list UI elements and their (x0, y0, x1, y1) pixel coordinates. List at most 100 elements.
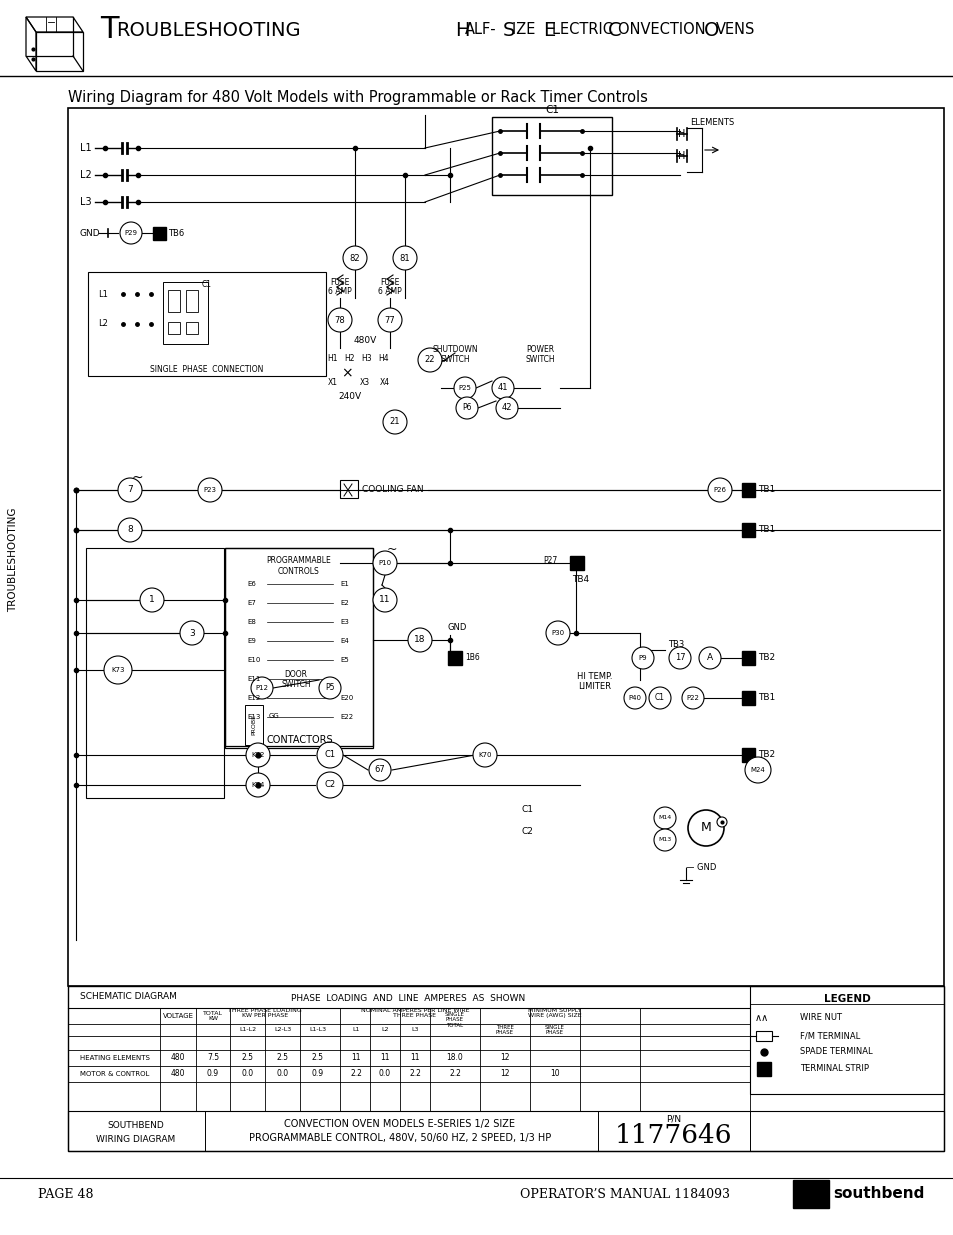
Text: 42: 42 (501, 404, 512, 412)
Text: 11: 11 (379, 595, 391, 604)
Text: 0.0: 0.0 (276, 1070, 289, 1078)
Circle shape (343, 246, 367, 270)
Text: H: H (678, 151, 685, 161)
Text: CONVECTION OVEN MODELS E-SERIES 1/2 SIZE: CONVECTION OVEN MODELS E-SERIES 1/2 SIZE (284, 1119, 515, 1129)
Text: PAGE 48: PAGE 48 (38, 1188, 93, 1200)
Bar (448, 651, 461, 664)
Circle shape (393, 246, 416, 270)
Text: P26: P26 (713, 487, 726, 493)
Text: GND: GND (448, 624, 467, 632)
Text: SINGLE
PHASE: SINGLE PHASE (544, 1025, 564, 1035)
Text: M24: M24 (750, 767, 764, 773)
Text: OPERATOR’S MANUAL 1184093: OPERATOR’S MANUAL 1184093 (519, 1188, 729, 1200)
Text: SOUTHBEND: SOUTHBEND (108, 1121, 164, 1130)
Text: 2.5: 2.5 (312, 1053, 324, 1062)
Circle shape (417, 348, 441, 372)
Text: MOTOR & CONTROL: MOTOR & CONTROL (80, 1071, 150, 1077)
Text: 8: 8 (127, 526, 132, 535)
Bar (88, 272, 326, 375)
Text: E13: E13 (247, 714, 260, 720)
Text: M14: M14 (658, 815, 671, 820)
Text: L2-L3: L2-L3 (274, 1028, 292, 1032)
Text: L3: L3 (411, 1028, 418, 1032)
Text: DOOR: DOOR (284, 671, 307, 679)
Text: 41: 41 (497, 384, 508, 393)
Text: 21: 21 (390, 417, 400, 426)
Text: 2.2: 2.2 (350, 1070, 361, 1078)
Bar (225, 548, 373, 748)
Text: 1B6: 1B6 (464, 653, 479, 662)
Circle shape (316, 742, 343, 768)
Text: T: T (100, 15, 118, 44)
Bar (755, 1031, 771, 1041)
Text: F/M TERMINAL: F/M TERMINAL (800, 1031, 860, 1041)
Text: L1: L1 (352, 1028, 359, 1032)
Text: A: A (706, 653, 712, 662)
Text: SINGLE  PHASE  CONNECTION: SINGLE PHASE CONNECTION (151, 366, 263, 374)
Circle shape (717, 818, 726, 827)
Text: 480: 480 (171, 1070, 185, 1078)
Text: southbend: southbend (832, 1186, 923, 1200)
Text: 11: 11 (351, 1053, 360, 1062)
Text: ∧∧: ∧∧ (754, 1013, 768, 1023)
Text: 11: 11 (410, 1053, 419, 1062)
Bar (86, 548, 224, 798)
Text: FUSE: FUSE (380, 278, 399, 287)
Text: IZE: IZE (512, 22, 539, 37)
Text: 12: 12 (499, 1070, 509, 1078)
Bar (339, 480, 357, 498)
Text: NOMINAL AMPERES PER LINE WIRE
THREE PHASE: NOMINAL AMPERES PER LINE WIRE THREE PHAS… (360, 1008, 469, 1019)
Text: E6: E6 (247, 580, 255, 587)
Text: — GND: — GND (685, 863, 716, 872)
Text: E1: E1 (339, 580, 349, 587)
Text: CONTROLS: CONTROLS (278, 567, 319, 576)
Bar (152, 227, 166, 240)
Bar (68, 107, 943, 986)
Text: TB3: TB3 (667, 641, 683, 650)
Text: TOTAL
KW: TOTAL KW (203, 1010, 223, 1021)
Text: C: C (607, 21, 621, 40)
Circle shape (246, 743, 270, 767)
Circle shape (648, 687, 670, 709)
Bar (225, 548, 373, 746)
Text: L1-L3: L1-L3 (309, 1028, 326, 1032)
Text: PROBE: PROBE (252, 715, 256, 736)
Text: X4: X4 (379, 378, 390, 387)
Circle shape (699, 647, 720, 669)
Circle shape (473, 743, 497, 767)
Text: TB6: TB6 (168, 228, 184, 237)
Bar (68, 1112, 943, 1151)
Text: E: E (542, 21, 555, 40)
Text: PHASE  LOADING  AND  LINE  AMPERES  AS  SHOWN: PHASE LOADING AND LINE AMPERES AS SHOWN (291, 994, 524, 1004)
Text: TROUBLESHOOTING: TROUBLESHOOTING (8, 508, 18, 613)
Text: E12: E12 (247, 695, 260, 701)
Text: K72: K72 (251, 752, 264, 758)
Text: H2: H2 (344, 354, 355, 363)
Text: L1: L1 (80, 143, 91, 153)
Text: TERMINAL STRIP: TERMINAL STRIP (800, 1065, 868, 1073)
Text: E5: E5 (339, 657, 349, 663)
Text: P6: P6 (462, 404, 471, 412)
Circle shape (707, 478, 731, 501)
Text: E10: E10 (247, 657, 260, 663)
Circle shape (681, 687, 703, 709)
Text: 18: 18 (414, 636, 425, 645)
Text: K73: K73 (112, 667, 125, 673)
Text: O: O (703, 21, 719, 40)
Text: ONVECTION: ONVECTION (618, 22, 709, 37)
Text: E20: E20 (339, 695, 353, 701)
Text: P23: P23 (203, 487, 216, 493)
Text: ~: ~ (132, 471, 143, 485)
Circle shape (744, 757, 770, 783)
Text: ~: ~ (386, 542, 396, 556)
Text: PROGRAMMABLE CONTROL, 480V, 50/60 HZ, 2 SPEED, 1/3 HP: PROGRAMMABLE CONTROL, 480V, 50/60 HZ, 2 … (249, 1132, 551, 1144)
Bar (757, 1062, 770, 1076)
Bar (741, 651, 754, 664)
Circle shape (118, 517, 142, 542)
Text: P/N: P/N (666, 1115, 680, 1124)
Text: 82: 82 (350, 253, 360, 263)
Text: E11: E11 (247, 676, 260, 682)
Circle shape (369, 760, 391, 781)
Bar (792, 1179, 828, 1208)
Text: CONTACTORS: CONTACTORS (267, 735, 333, 745)
